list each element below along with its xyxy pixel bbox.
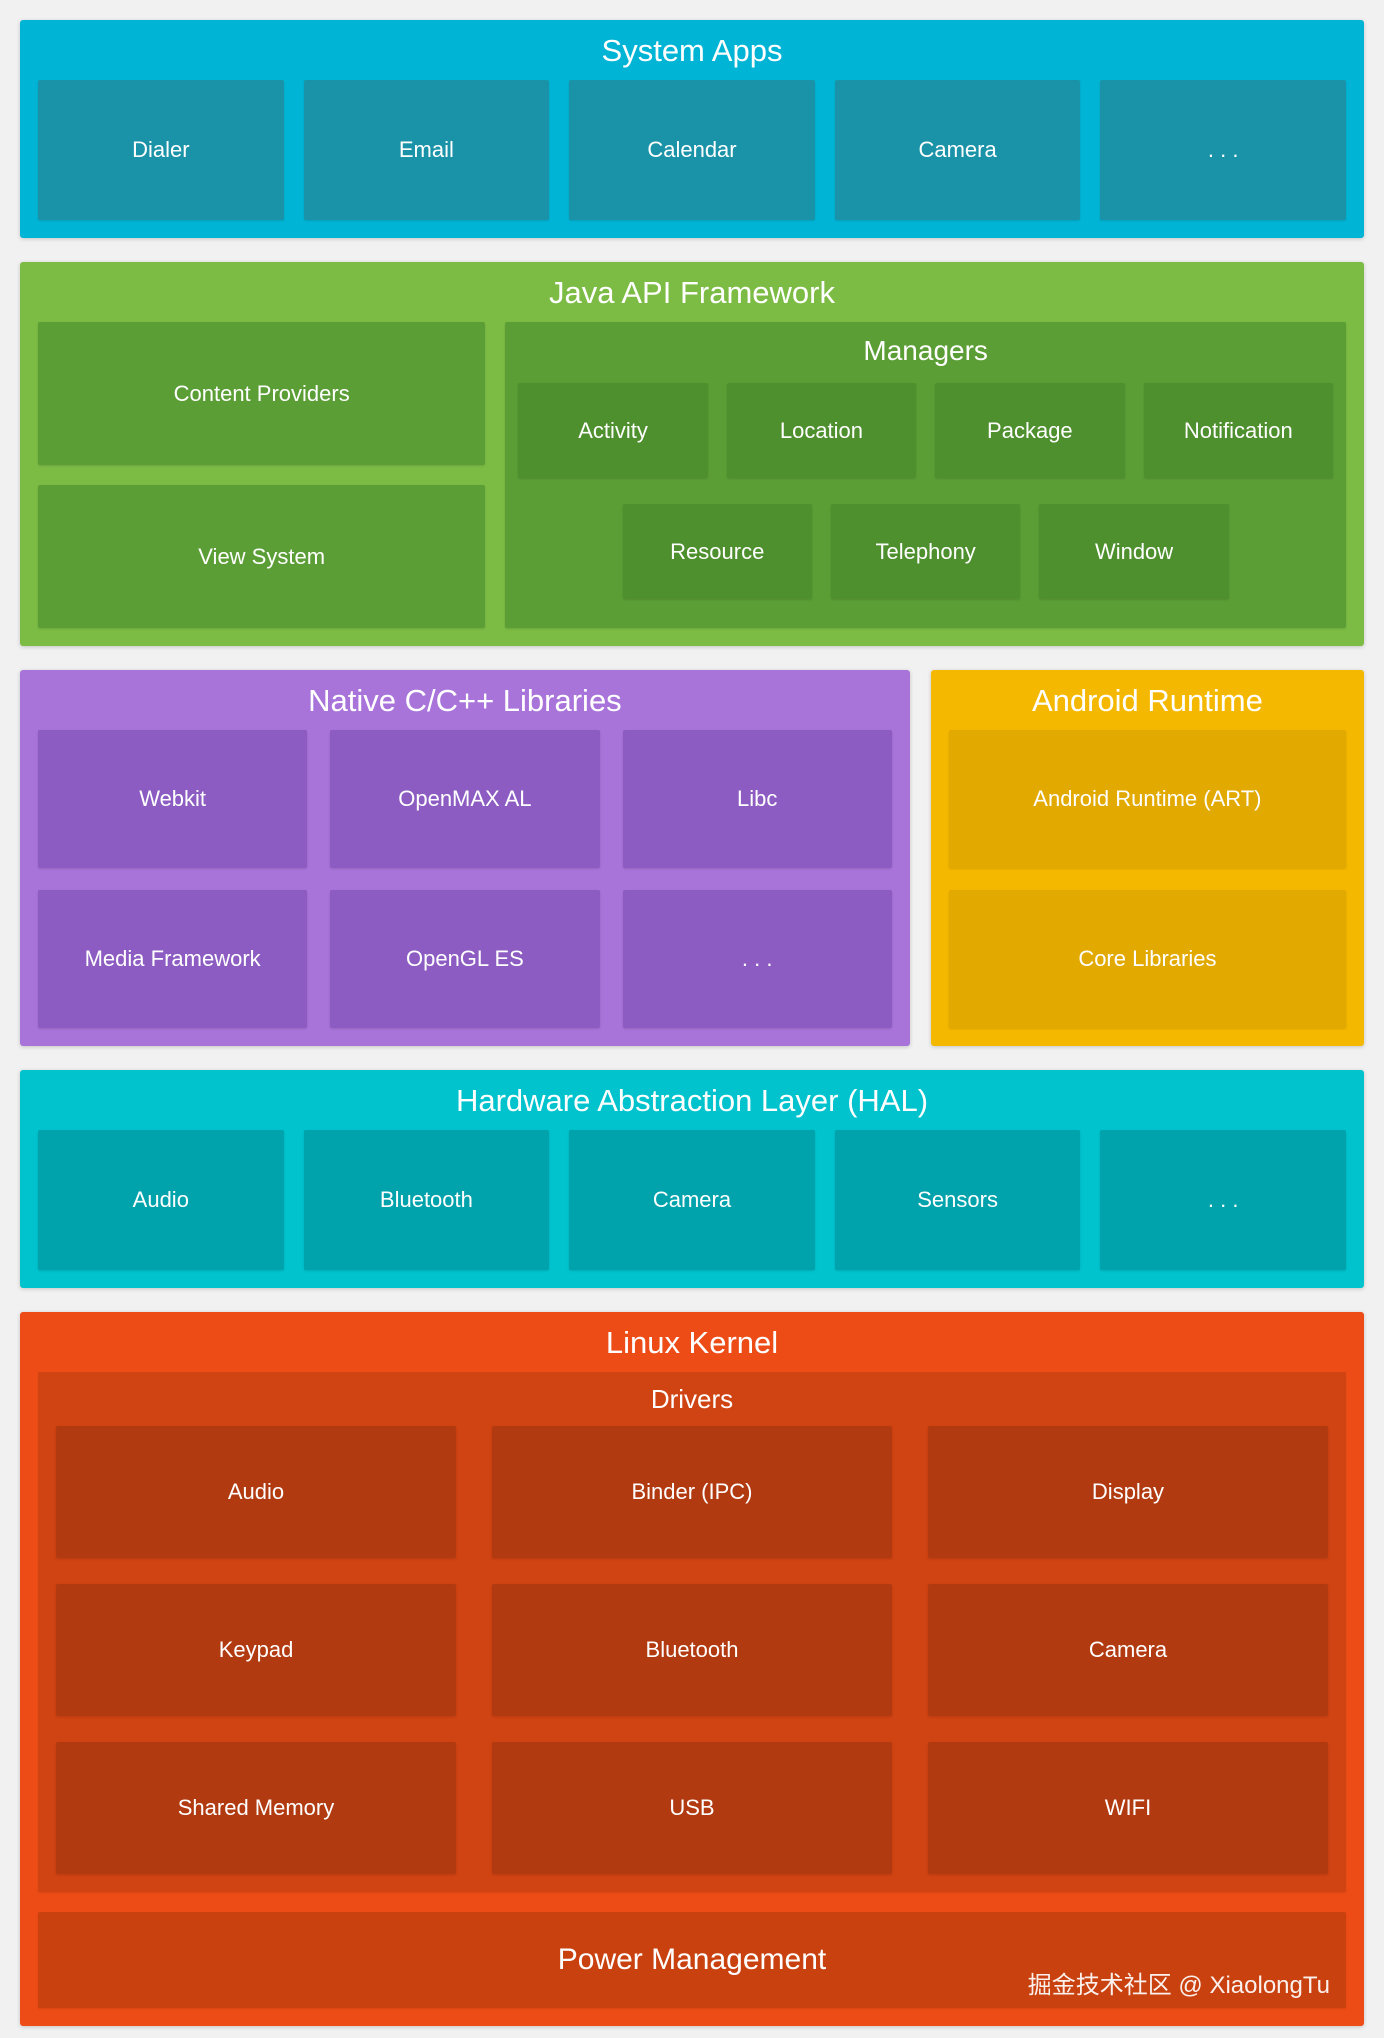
layer-system-apps: System Apps Dialer Email Calendar Camera… [20, 20, 1364, 238]
native-libraries-title: Native C/C++ Libraries [308, 683, 622, 718]
sysapp-dialer: Dialer [38, 80, 284, 220]
layer-linux-kernel: Linux Kernel Drivers Audio Binder (IPC) … [20, 1312, 1364, 2026]
runtime-art-box: Android Runtime (ART) [948, 730, 1346, 868]
manager-window: Window [1039, 504, 1229, 599]
sysapp-camera: Camera [834, 80, 1081, 220]
hal-camera: Camera [569, 1130, 815, 1270]
layer-hal: Hardware Abstraction Layer (HAL) Audio B… [20, 1070, 1364, 1288]
driver-usb: USB [492, 1742, 892, 1874]
manager-package: Package [935, 383, 1125, 478]
driver-binder-ipc: Binder (IPC) [492, 1426, 892, 1558]
driver-wifi: WIFI [928, 1742, 1328, 1874]
power-management-bar: Power Management [38, 1912, 1346, 2008]
system-apps-title: System Apps [601, 33, 783, 68]
manager-location: Location [726, 383, 917, 478]
managers-row-1: Activity Location Package Notification [518, 383, 1333, 478]
hal-row: Audio Bluetooth Camera Sensors . . . [38, 1130, 1346, 1270]
driver-audio: Audio [56, 1426, 456, 1558]
driver-shared-memory: Shared Memory [56, 1742, 456, 1874]
watermark-text: 掘金技术社区 @ XiaolongTu [1027, 1972, 1330, 1999]
runtime-core-libraries-box: Core Libraries [948, 890, 1346, 1028]
sysapp-email: Email [303, 80, 550, 220]
hal-bluetooth: Bluetooth [303, 1130, 550, 1270]
drivers-title: Drivers [650, 1384, 734, 1414]
drivers-panel: Drivers Audio Binder (IPC) Display Keypa… [38, 1372, 1346, 1892]
hal-sensors: Sensors [834, 1130, 1081, 1270]
driver-camera: Camera [928, 1584, 1328, 1716]
driver-display: Display [928, 1426, 1328, 1558]
manager-telephony: Telephony [830, 504, 1021, 599]
native-openmax-al: OpenMAX AL [330, 730, 600, 868]
content-providers-box: Content Providers [38, 322, 486, 465]
managers-row-2: Resource Telephony Window [518, 504, 1333, 599]
sysapp-calendar: Calendar [569, 80, 815, 220]
android-runtime-title: Android Runtime [1031, 683, 1263, 718]
manager-resource: Resource [622, 504, 812, 599]
managers-panel: Managers Activity Location Package Notif… [505, 322, 1346, 628]
system-apps-row: Dialer Email Calendar Camera . . . [38, 80, 1346, 220]
native-opengl-es: OpenGL ES [330, 890, 600, 1028]
layer-android-runtime: Android Runtime Android Runtime (ART) Co… [930, 670, 1364, 1046]
hal-audio: Audio [38, 1130, 284, 1270]
drivers-grid: Audio Binder (IPC) Display Keypad Blueto… [56, 1426, 1328, 1874]
middle-row: Native C/C++ Libraries Webkit OpenMAX AL… [20, 670, 1364, 1046]
managers-title: Managers [863, 335, 988, 366]
hal-more: . . . [1100, 1130, 1346, 1270]
java-api-title: Java API Framework [549, 275, 835, 310]
java-api-content: Content Providers View System Managers A… [38, 322, 1346, 628]
layer-java-api-framework: Java API Framework Content Providers Vie… [20, 262, 1364, 646]
manager-activity: Activity [518, 383, 708, 478]
manager-notification: Notification [1143, 383, 1333, 478]
android-runtime-column: Android Runtime (ART) Core Libraries [948, 730, 1346, 1028]
java-left-column: Content Providers View System [38, 322, 486, 628]
native-more: . . . [622, 890, 892, 1028]
native-libc: Libc [622, 730, 892, 868]
native-webkit: Webkit [38, 730, 308, 868]
hal-title: Hardware Abstraction Layer (HAL) [455, 1083, 929, 1118]
view-system-box: View System [38, 485, 486, 628]
driver-bluetooth: Bluetooth [492, 1584, 892, 1716]
linux-kernel-title: Linux Kernel [605, 1325, 779, 1360]
driver-keypad: Keypad [56, 1584, 456, 1716]
layer-native-libraries: Native C/C++ Libraries Webkit OpenMAX AL… [20, 670, 910, 1046]
native-media-framework: Media Framework [38, 890, 308, 1028]
sysapp-more: . . . [1100, 80, 1346, 220]
native-libraries-grid: Webkit OpenMAX AL Libc Media Framework O… [38, 730, 892, 1028]
